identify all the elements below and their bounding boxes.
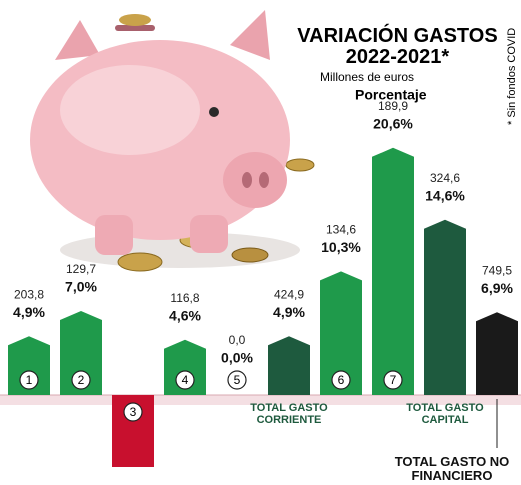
category-label: 3 (130, 405, 137, 419)
category-label: TOTAL GASTO CORRIENTE (234, 402, 344, 426)
percent-label: 6,9% (481, 280, 513, 296)
chart-title: VARIACIÓN GASTOS 2022-2021* (290, 26, 505, 68)
amount-label: 0,0 (229, 333, 246, 347)
amount-label: 189,9 (378, 99, 408, 113)
percent-label: 10,3% (321, 239, 361, 255)
amount-label: 749,5 (482, 263, 512, 277)
amount-label: 129,7 (66, 262, 96, 276)
percent-label: 0,0% (221, 350, 253, 366)
category-label: 1 (26, 373, 33, 387)
category-label: TOTAL GASTO CAPITAL (400, 402, 490, 426)
bar (424, 220, 466, 395)
percent-label: 14,6% (425, 188, 465, 204)
piggy-bank-illustration (30, 10, 314, 271)
category-label: 7 (390, 373, 397, 387)
amount-label: 203,8 (14, 287, 44, 301)
bar (268, 336, 310, 395)
category-label: 2 (78, 373, 85, 387)
amount-label: 134,6 (326, 223, 356, 237)
note: * Sin fondos COVID (506, 28, 518, 125)
category-label: 6 (338, 373, 345, 387)
category-label: TOTAL GASTO NO FINANCIERO (392, 455, 512, 483)
category-label: 5 (234, 373, 241, 387)
percent-label: 4,9% (273, 304, 305, 320)
bar (476, 312, 518, 395)
amount-label: 324,6 (430, 171, 460, 185)
bar (372, 148, 414, 395)
percent-label: 20,6% (373, 116, 413, 132)
percent-label: 7,0% (65, 279, 97, 295)
percent-label: 4,9% (13, 304, 45, 320)
percent-label: 4,6% (169, 308, 201, 324)
infographic: Millones de euros Porcentaje * Sin fondo… (0, 0, 521, 485)
category-label: 4 (182, 373, 189, 387)
amount-label: 116,8 (170, 291, 199, 305)
amount-label: 424,9 (274, 287, 304, 301)
units-amount: Millones de euros (320, 70, 414, 84)
